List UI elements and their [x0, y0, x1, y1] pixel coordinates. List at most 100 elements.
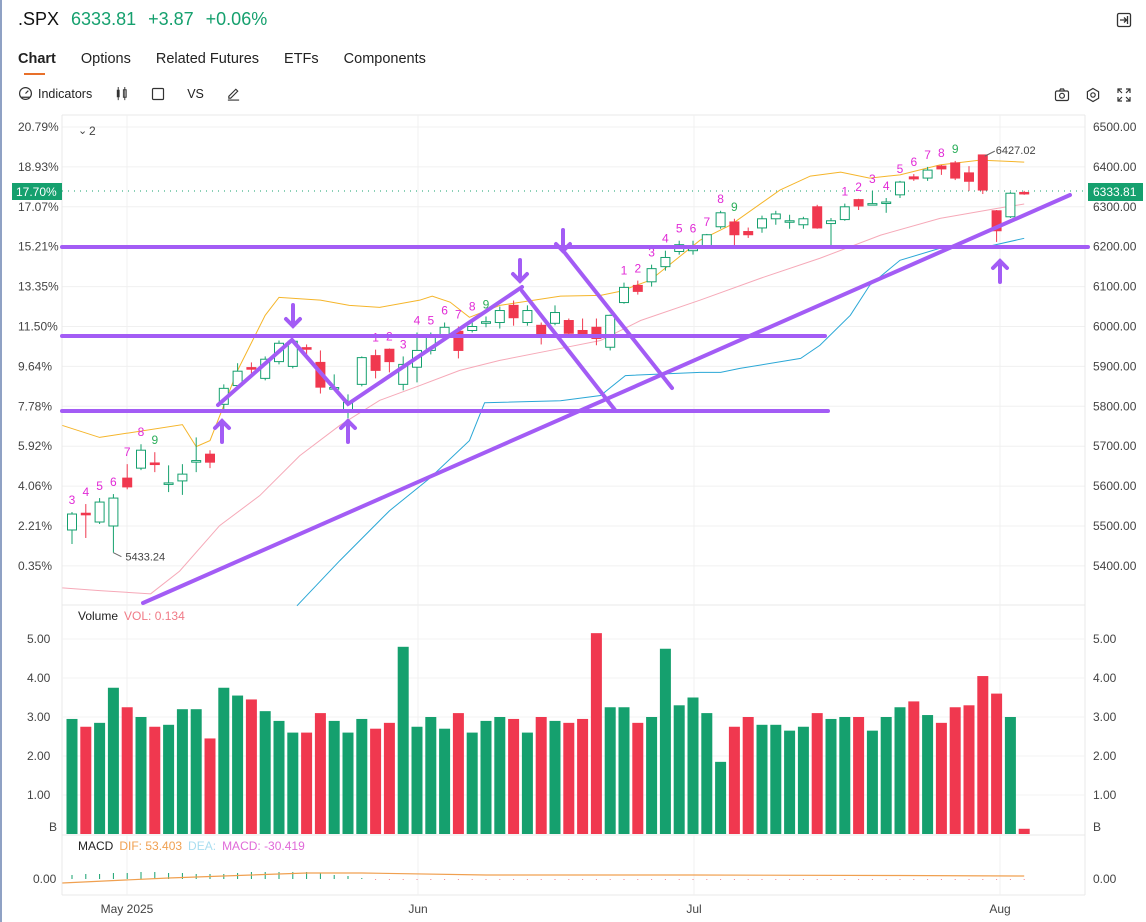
volume-tick-label: 3.00: [27, 710, 51, 724]
volume-bar: [839, 717, 851, 834]
drawing-rect-button[interactable]: [151, 87, 165, 101]
td-count-label: 9: [151, 433, 158, 447]
candle-body: [246, 367, 257, 370]
td-count-label: 5: [96, 479, 103, 493]
candle-body: [632, 284, 643, 292]
candle-body: [536, 324, 547, 335]
candle-up: [715, 210, 726, 229]
macd-title: MACD: [78, 839, 114, 853]
chevron-down-icon[interactable]: ⌄: [78, 125, 87, 137]
last-price: 6333.81: [71, 9, 137, 29]
price-change: +3.87: [148, 9, 194, 29]
arrow-up-icon: [339, 418, 357, 444]
volume-bar: [977, 676, 989, 834]
volume-bar: [190, 709, 202, 834]
td-count-label: 6: [910, 155, 917, 169]
moving-averages: [62, 159, 1025, 607]
candle-body: [1019, 191, 1030, 195]
volume-legend: Volume VOL: 0.134: [78, 609, 185, 623]
volume-bar: [342, 732, 354, 834]
candle-down: [577, 318, 588, 337]
volume-bar: [163, 724, 175, 834]
volume-bar: [632, 722, 644, 834]
volume-bar: [370, 728, 382, 834]
candle-down: [563, 318, 574, 337]
downtrend-line-1[interactable]: [520, 289, 617, 412]
fullscreen-icon[interactable]: [1116, 87, 1133, 104]
td-count-label: 5: [427, 313, 434, 327]
pct-tick-label: 18.93%: [18, 160, 59, 174]
ma-line: [62, 203, 1025, 595]
td-count-label: 6: [690, 222, 697, 236]
tab-chart[interactable]: Chart: [18, 51, 56, 75]
td-count-label: 7: [455, 308, 462, 322]
volume-bar: [397, 646, 409, 834]
volume-bar: [314, 713, 326, 834]
candle-up: [356, 356, 367, 387]
volume-tick-label: 5.00: [27, 632, 51, 646]
candle-body: [563, 320, 574, 334]
downtrend-line-2[interactable]: [563, 251, 674, 390]
volume-bar: [618, 707, 630, 834]
arrow-down-icon: [284, 303, 302, 329]
volume-value: VOL: 0.134: [124, 609, 185, 623]
candlestick-icon: [117, 86, 127, 101]
macd-tick-label: 0.00: [33, 872, 57, 886]
settings-icon[interactable]: [1085, 87, 1102, 104]
draw-button[interactable]: [226, 86, 241, 101]
td-count-label: 7: [924, 148, 931, 162]
volume-bar: [811, 713, 823, 834]
candle-body: [481, 321, 491, 324]
candle-type-button[interactable]: [114, 86, 129, 101]
volume-bar: [383, 722, 395, 834]
candle-body: [660, 256, 671, 268]
macd-pane: [62, 872, 1025, 884]
volume-bar: [659, 648, 671, 834]
candle-up: [784, 214, 795, 229]
macd-value: MACD: -30.419: [222, 839, 305, 853]
candle-body: [67, 513, 77, 531]
candle-down: [908, 174, 919, 181]
candle-body: [163, 482, 174, 485]
tab-etfs[interactable]: ETFs: [284, 51, 319, 67]
macd-dea: DEA:: [188, 839, 217, 853]
volume-bar: [494, 717, 506, 834]
compare-button[interactable]: VS: [187, 86, 204, 101]
volume-bar: [728, 726, 740, 834]
candle-down: [936, 164, 947, 175]
candle-body: [108, 497, 119, 527]
td-count-label: 9: [483, 298, 490, 312]
indicators-label: Indicators: [38, 86, 93, 101]
indicators-button[interactable]: Indicators: [18, 86, 92, 101]
candle-down: [632, 280, 643, 295]
volume-bar: [135, 717, 147, 834]
volume-bar: [1018, 828, 1030, 834]
macd-legend: MACD DIF: 53.403 DEA: MACD: -30.419: [78, 839, 305, 853]
candle-down: [149, 452, 160, 473]
td-count-label: 3: [648, 246, 655, 260]
tab-options[interactable]: Options: [80, 51, 131, 67]
ma-line: [62, 159, 1025, 448]
volume-bar: [784, 730, 796, 834]
arrow-up-icon: [991, 258, 1009, 284]
last-price-tag-value: 6333.81: [1093, 185, 1137, 199]
volume-bar: [466, 732, 478, 834]
collapse-panel-icon[interactable]: [1116, 12, 1132, 28]
candle-body: [991, 210, 1002, 232]
td-count-label: 8: [717, 192, 724, 206]
volume-bar: [521, 732, 533, 834]
macd-dif: DIF: 53.403: [119, 839, 183, 853]
zigzag-line[interactable]: [216, 285, 524, 407]
trend-drawings[interactable]: [60, 193, 1090, 605]
tab-related-futures[interactable]: Related Futures: [155, 51, 260, 67]
candle-up: [108, 494, 119, 553]
price-tick-label: 5500.00: [1093, 519, 1137, 533]
volume-tick-label: B: [49, 820, 57, 834]
candle-body: [798, 218, 809, 226]
candle-body: [977, 154, 988, 191]
camera-icon[interactable]: [1054, 87, 1071, 104]
candle-up: [398, 356, 409, 391]
macd-dif-line: [62, 872, 1025, 884]
tab-components[interactable]: Components: [343, 51, 426, 67]
